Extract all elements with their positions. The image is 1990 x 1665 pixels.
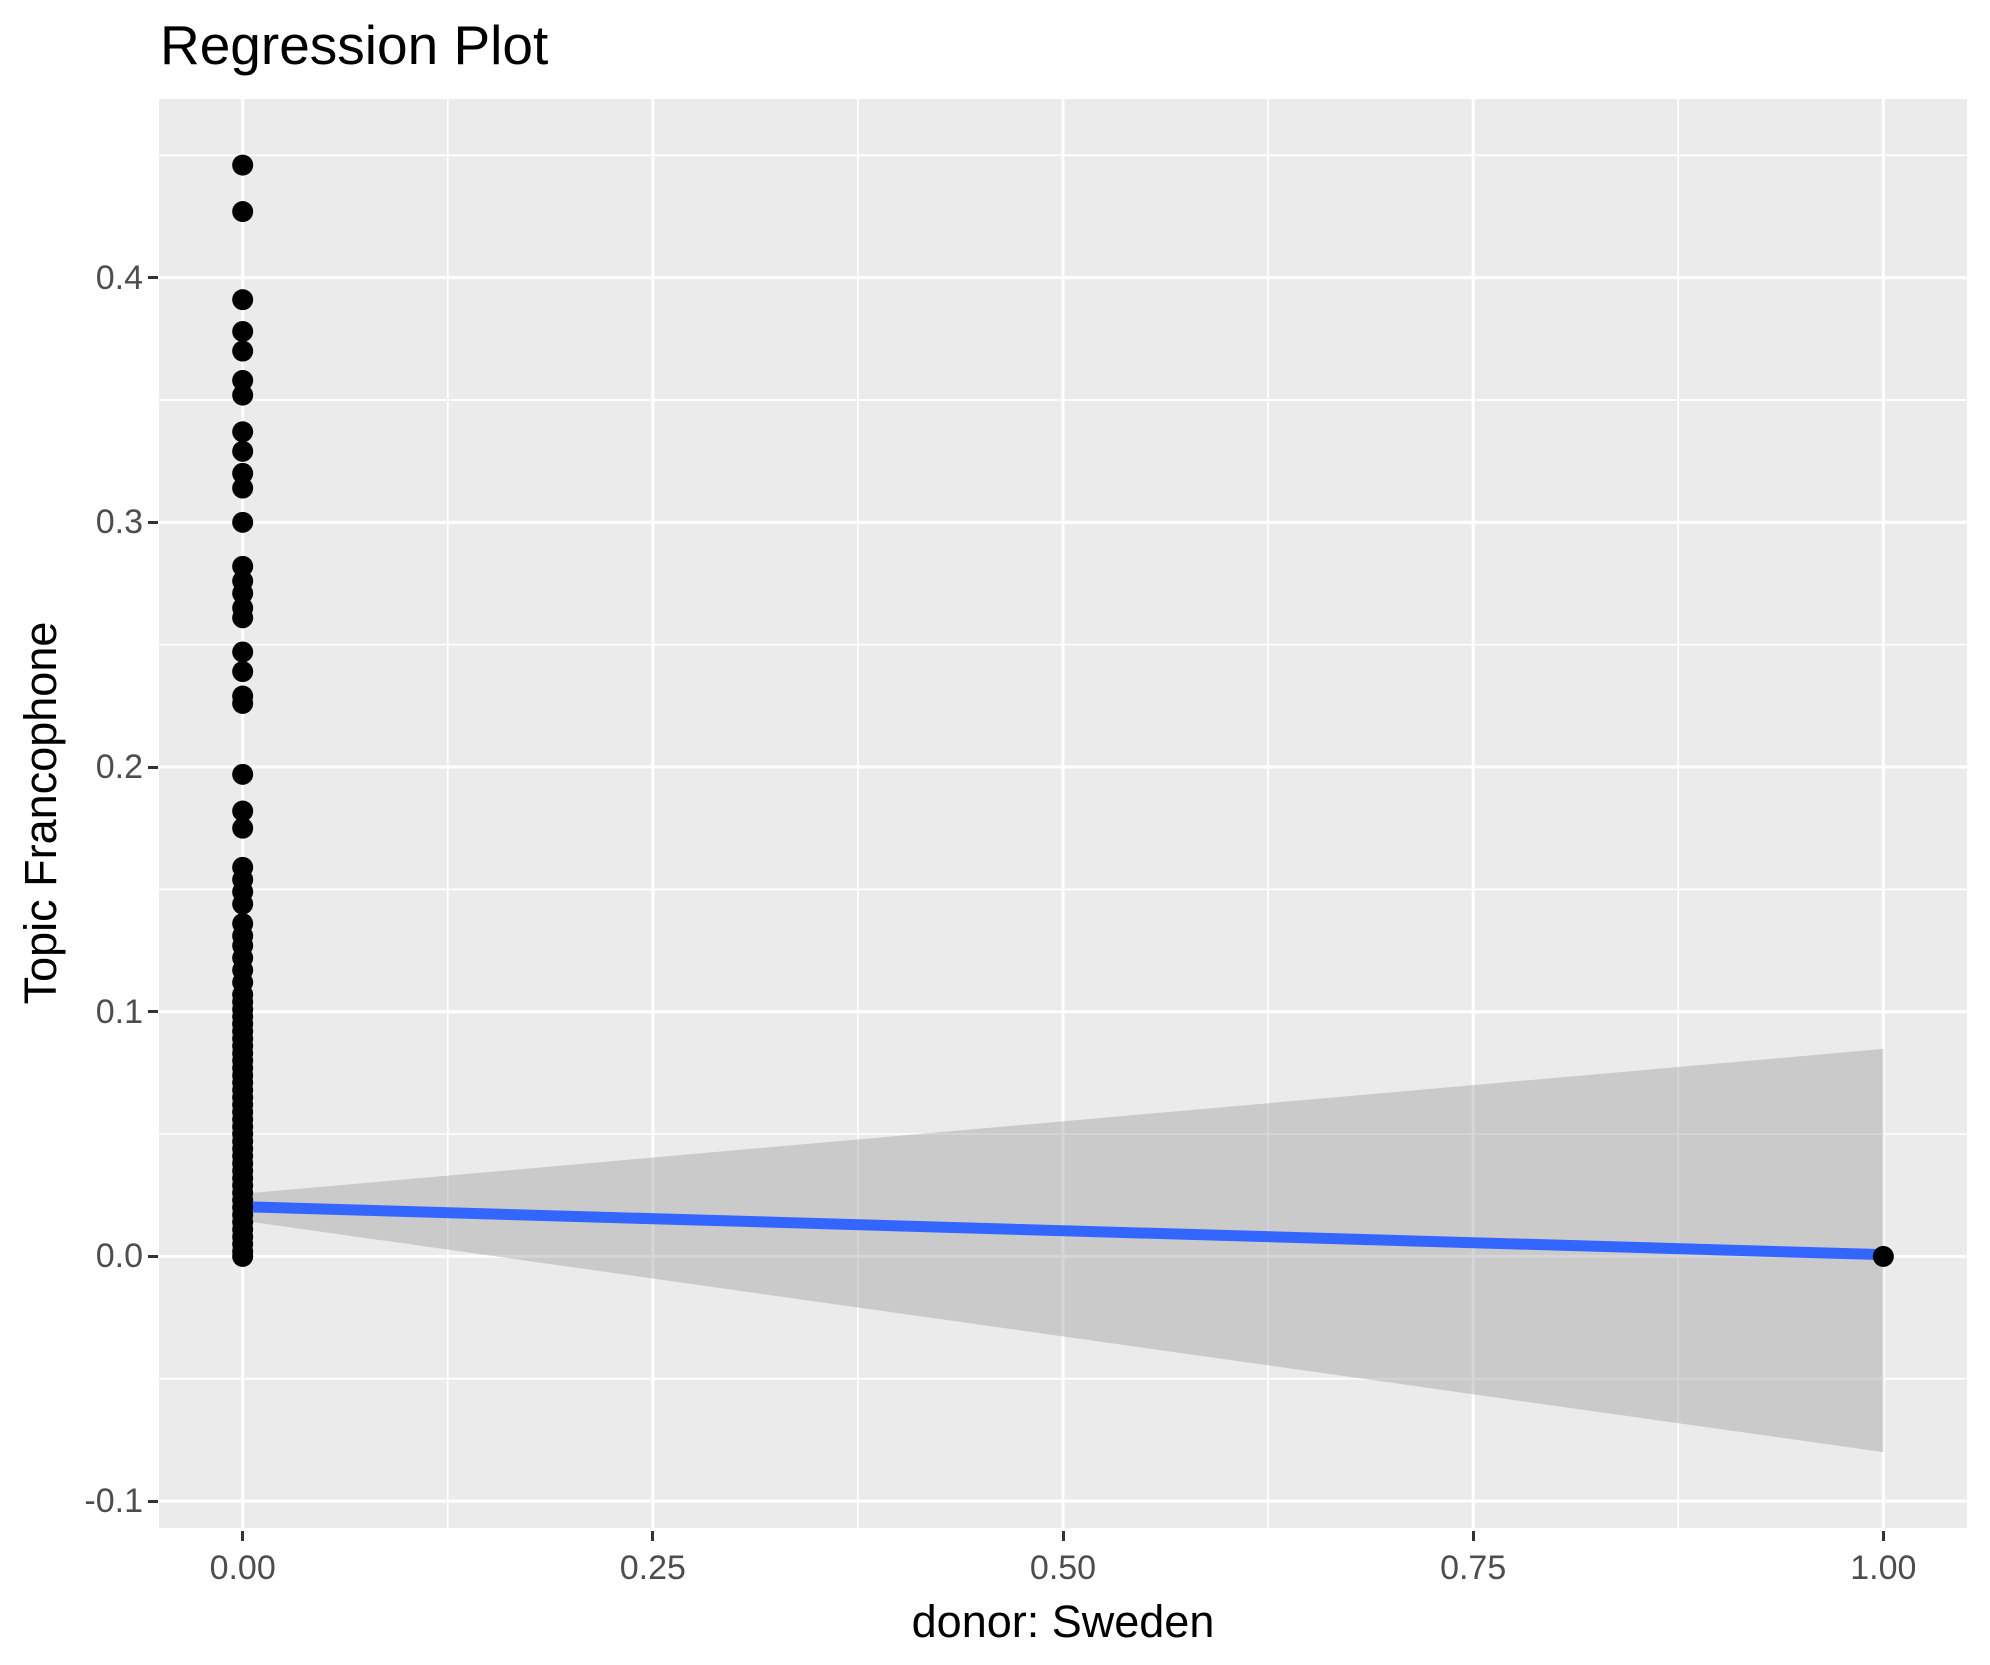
data-point: [232, 369, 254, 391]
data-point: [232, 201, 254, 223]
data-point: [232, 477, 254, 499]
data-point: [232, 511, 254, 533]
data-point: [232, 440, 254, 462]
y-tick-mark: [148, 520, 158, 524]
data-point: [232, 421, 254, 443]
x-tick-mark: [651, 1531, 655, 1541]
data-point: [232, 763, 254, 785]
y-tick-mark: [148, 1254, 158, 1258]
y-tick-label: 0.2: [95, 748, 143, 786]
y-tick-label: -0.1: [84, 1482, 143, 1521]
y-axis-title: Topic Francophone: [15, 621, 66, 1005]
x-tick-label: 0.25: [619, 1549, 686, 1587]
y-tick-label: 0.1: [95, 992, 143, 1031]
data-point: [232, 641, 254, 663]
data-point: [232, 289, 254, 311]
data-point: [232, 582, 254, 604]
y-tick-mark: [148, 276, 158, 280]
plot-panel: [159, 99, 1967, 1528]
data-point: [232, 800, 254, 822]
plot-title: Regression Plot: [160, 14, 549, 76]
y-tick-mark: [148, 765, 158, 769]
data-point: [232, 320, 254, 342]
data-point: [232, 607, 254, 629]
data-point: [232, 817, 254, 839]
data-point: [1872, 1245, 1894, 1267]
x-axis-title: donor: Sweden: [911, 1596, 1215, 1647]
y-tick-mark: [148, 1499, 158, 1503]
data-point: [232, 893, 254, 915]
x-tick-mark: [1881, 1531, 1885, 1541]
data-point: [232, 462, 254, 484]
x-tick-label: 0.00: [209, 1549, 276, 1587]
confidence-band: [242, 1048, 1884, 1453]
x-tick-label: 1.00: [1850, 1549, 1917, 1587]
regression-line: [242, 1201, 1884, 1261]
y-tick-mark: [148, 1010, 158, 1014]
data-point: [232, 340, 254, 362]
data-point: [232, 154, 254, 176]
x-tick-label: 0.50: [1029, 1549, 1097, 1587]
y-tick-label: 0.0: [95, 1237, 143, 1276]
data-point: [232, 384, 254, 406]
y-tick-label: 0.4: [95, 258, 143, 297]
data-point: [232, 1245, 254, 1267]
x-tick-mark: [1061, 1531, 1065, 1541]
y-tick-label: 0.3: [95, 503, 143, 542]
data-point: [232, 692, 254, 714]
x-tick-mark: [1471, 1531, 1475, 1541]
data-point: [232, 661, 254, 683]
data-point: [232, 555, 254, 577]
plot-canvas: [159, 99, 1967, 1528]
x-tick-label: 0.75: [1440, 1549, 1507, 1587]
x-tick-mark: [241, 1531, 245, 1541]
